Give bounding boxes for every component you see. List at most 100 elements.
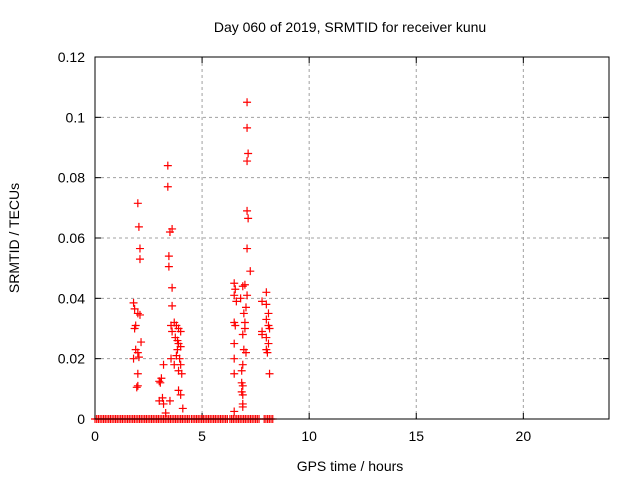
data-point [258, 297, 267, 306]
data-point [159, 360, 168, 369]
data-point [133, 369, 142, 378]
x-axis-label: GPS time / hours [297, 458, 404, 474]
plot-frame [94, 56, 610, 420]
data-point [178, 404, 187, 413]
data-point [165, 227, 174, 236]
data-point [262, 333, 271, 342]
data-point [164, 262, 173, 271]
data-point [168, 301, 177, 310]
data-point [130, 304, 139, 313]
data-point [231, 321, 240, 330]
data-point [129, 298, 138, 307]
data-point [246, 267, 255, 276]
data-point [170, 360, 179, 369]
data-point [135, 310, 144, 319]
data-point [159, 399, 168, 408]
data-point [264, 309, 273, 318]
y-tick-label: 0.02 [58, 351, 85, 367]
data-point [130, 324, 139, 333]
data-point [163, 161, 172, 170]
data-point [243, 157, 252, 166]
data-point [265, 324, 274, 333]
data-point [165, 396, 174, 405]
y-tick-label: 0.04 [58, 290, 85, 306]
data-point [243, 123, 252, 132]
data-point [244, 149, 253, 158]
y-axis-label: SRMTID / TECUs [6, 183, 22, 293]
data-point [238, 381, 247, 390]
data-point [262, 288, 271, 297]
x-tick-label: 10 [301, 428, 317, 444]
x-tick-label: 20 [516, 428, 532, 444]
data-point [232, 297, 241, 306]
data-point [239, 309, 248, 318]
data-point [241, 303, 250, 312]
x-tick-label: 0 [91, 428, 99, 444]
y-tick-label: 0.1 [66, 109, 86, 125]
data-point [155, 396, 164, 405]
data-point [243, 291, 252, 300]
data-point [262, 315, 271, 324]
data-point [231, 285, 240, 294]
data-point [258, 330, 267, 339]
data-point [238, 402, 247, 411]
data-point [135, 244, 144, 253]
data-point [176, 390, 185, 399]
x-tick-label: 5 [198, 428, 206, 444]
data-point [132, 383, 141, 392]
data-point [167, 354, 176, 363]
y-tick-label: 0.12 [58, 49, 85, 65]
data-point [243, 206, 252, 215]
data-point [264, 339, 273, 348]
data-point [156, 378, 165, 387]
data-point [262, 300, 271, 309]
data-point [174, 386, 183, 395]
data-point [134, 353, 143, 362]
data-point [230, 369, 239, 378]
data-point [176, 327, 185, 336]
data-point [230, 407, 239, 416]
data-point [238, 390, 247, 399]
data-point [161, 408, 170, 417]
data-point [133, 348, 142, 357]
data-point [241, 348, 250, 357]
data-point [236, 294, 245, 303]
data-point [237, 366, 246, 375]
data-point [164, 252, 173, 261]
data-point [238, 360, 247, 369]
data-point [175, 354, 184, 363]
axis-ticks: 0 5 10 15 20 0 0.02 0.04 0.06 0.08 0.1 0.12 [58, 49, 609, 444]
data-point [129, 354, 138, 363]
data-point [133, 199, 142, 208]
data-points [91, 98, 277, 423]
data-point [134, 222, 143, 231]
x-tick-label: 15 [408, 428, 424, 444]
data-point [177, 369, 186, 378]
y-tick-label: 0.08 [58, 170, 85, 186]
data-point [230, 354, 239, 363]
data-point [135, 255, 144, 264]
data-point [155, 377, 164, 386]
data-point [168, 283, 177, 292]
data-point [240, 324, 249, 333]
data-point [163, 182, 172, 191]
data-point [168, 327, 177, 336]
data-point [173, 345, 182, 354]
chart-title: Day 060 of 2019, SRMTID for receiver kun… [214, 19, 486, 35]
y-tick-label: 0.06 [58, 230, 85, 246]
data-point [240, 280, 249, 289]
data-point [238, 282, 247, 291]
data-point [230, 339, 239, 348]
data-point [137, 338, 146, 347]
data-point [133, 381, 142, 390]
data-point [243, 244, 252, 253]
data-point [230, 279, 239, 288]
y-tick-label: 0 [77, 411, 85, 427]
data-point [263, 348, 272, 357]
data-point [265, 369, 274, 378]
data-point [243, 98, 252, 107]
data-point [238, 330, 247, 339]
data-point [230, 291, 239, 300]
data-point [244, 214, 253, 223]
